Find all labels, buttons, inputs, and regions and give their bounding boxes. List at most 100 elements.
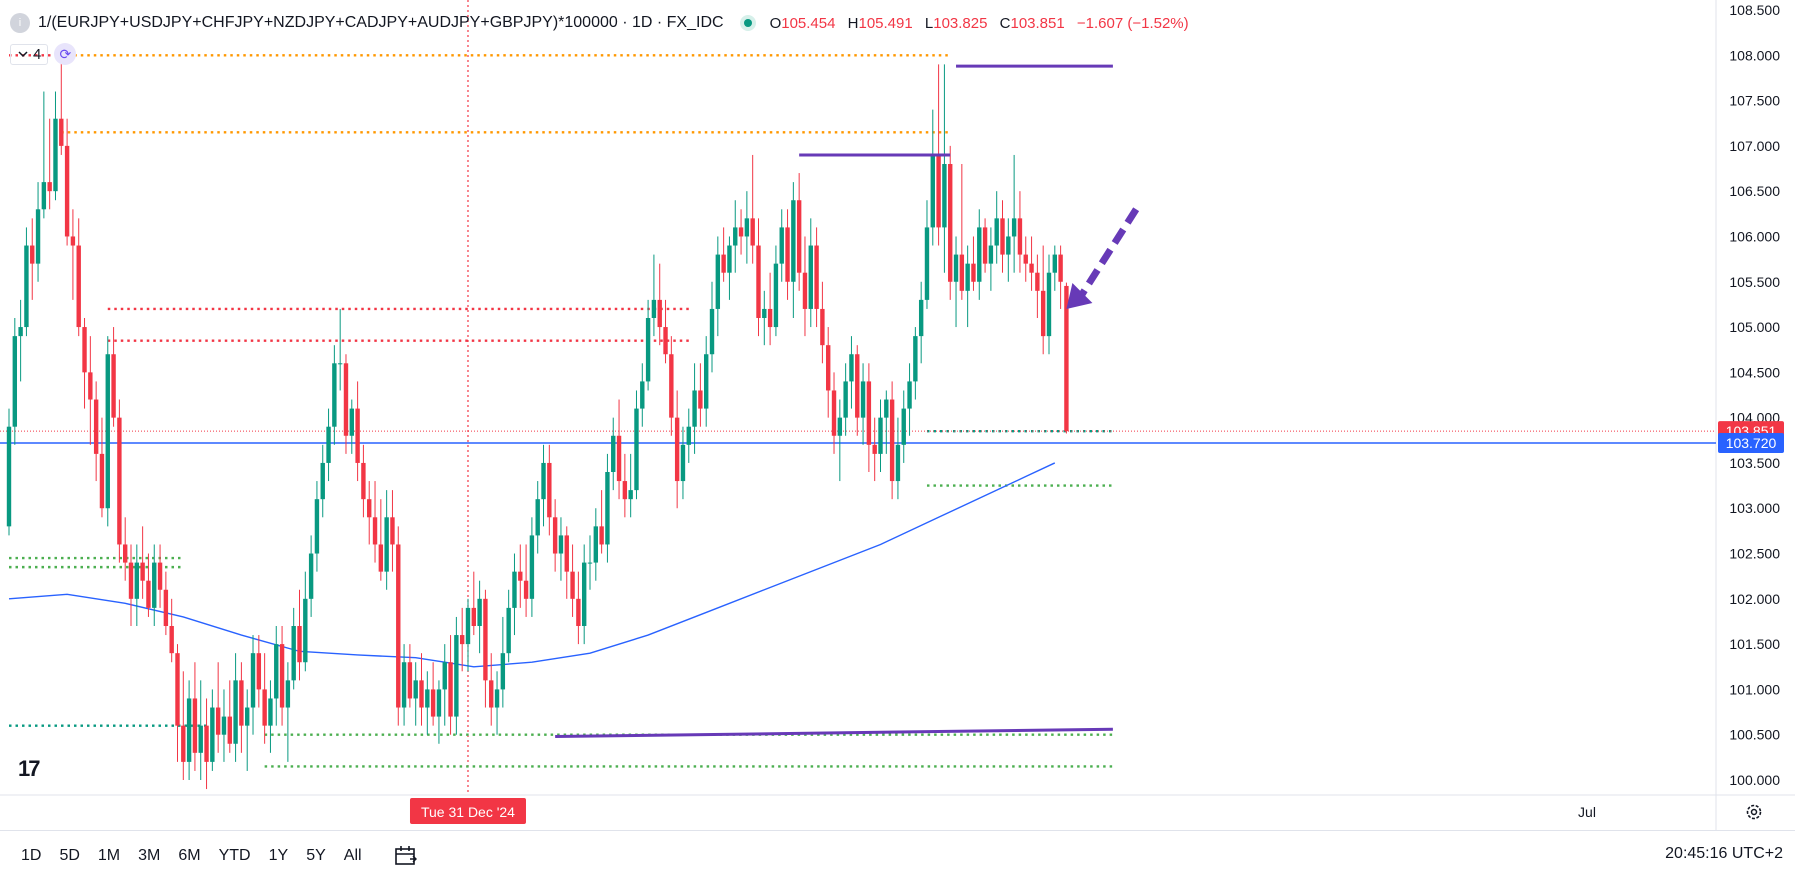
candle-body [361,462,366,500]
candle-body [390,517,395,545]
candle-body [454,635,459,717]
range-all[interactable]: All [343,847,362,864]
candle-body [157,562,163,590]
candle-body [262,689,267,726]
candle-body [965,263,970,291]
candle-body [959,254,965,291]
candle-body [942,164,947,228]
candle-body [53,118,58,192]
annotation-arrow-shaft [1077,207,1140,299]
candle-body [593,526,599,563]
symbol-info-icon[interactable]: i [10,13,30,33]
candle-body [123,544,128,563]
candle-body [814,245,819,309]
clock[interactable]: 20:45:16 UTC+2 [1665,845,1783,862]
refresh-icon[interactable]: ⟳ [54,43,77,65]
candle-body [285,680,291,708]
candle-body [494,689,500,708]
candle-body [535,499,540,536]
candle-body [994,218,999,246]
range-1d[interactable]: 1D [21,847,42,864]
candle-body [733,227,738,246]
close-value: 103.851 [1010,14,1065,32]
candle-body [163,589,169,626]
candle-body [367,499,372,518]
indicator-controls: 4 ⟳ [10,43,77,65]
annotation-arrow-head [1066,282,1093,309]
candle-body [18,327,23,337]
candle-body [837,417,843,436]
support-line [555,727,1113,739]
candle-body [274,644,279,699]
candle-body [489,680,494,708]
candle-body [448,662,453,717]
candle-body [471,607,476,626]
candle-body [320,462,325,500]
candle-body [698,390,703,409]
candle-body [430,689,436,717]
candle-body [337,363,343,365]
candle-body [506,607,511,654]
time-axis-label: Tue 31 Dec '24 [421,804,515,820]
candle-body [169,626,174,654]
candle-body [47,182,52,192]
candle-body [581,562,587,626]
candle-body [558,535,564,554]
candle-body [924,227,930,300]
settings-gear-icon[interactable] [1742,800,1766,824]
candle-body [576,598,581,626]
candle-body [616,435,622,482]
y-tick-label: 102.000 [1729,591,1780,607]
candle-body [111,354,116,418]
candle-body [117,417,122,545]
range-1y[interactable]: 1Y [268,847,289,864]
calendar-icon[interactable] [393,845,419,867]
range-5d[interactable]: 5D [59,847,80,864]
symbol-title[interactable]: 1/(EURJPY+USDJPY+CHFJPY+NZDJPY+CADJPY+AU… [38,14,724,31]
range-5y[interactable]: 5Y [306,847,326,864]
candle-body [401,662,407,708]
range-1m[interactable]: 1M [97,847,121,864]
candle-body [855,354,860,418]
candle-body [459,635,465,645]
indicators-toggle[interactable]: 4 [10,43,49,65]
candle-body [210,707,215,762]
candle-body [872,444,877,454]
candle-body [779,227,784,264]
candle-body [175,653,180,726]
candle-body [669,354,674,418]
candle-body [895,444,901,482]
candle-body [512,571,517,608]
y-tick-label: 108.000 [1729,47,1780,63]
range-ytd[interactable]: YTD [218,847,251,864]
candle-body [88,372,93,400]
candle-body [767,308,773,328]
candle-body [215,707,221,735]
candle-body [605,472,610,545]
candle-body [76,245,81,328]
candle-body [59,118,64,146]
candle-body [250,653,256,708]
candle-body [239,680,244,726]
candle-body [245,707,250,726]
tradingview-logo[interactable]: 17 [18,756,41,781]
y-tick-label: 102.500 [1729,546,1780,562]
candle-body [953,254,959,282]
y-tick-label: 101.500 [1729,636,1780,652]
candle-body [860,381,866,418]
candle-body [692,390,697,427]
candle-body [256,653,262,690]
candle-body [128,562,134,599]
candle-body [628,490,633,500]
range-6m[interactable]: 6M [178,847,201,864]
candle-body [744,218,750,237]
low-value: 103.825 [933,14,988,32]
candle-body [419,680,424,708]
range-3m[interactable]: 3M [138,847,161,864]
candle-body [901,408,906,445]
candle-body [884,399,889,418]
candle-body [332,363,337,427]
candle-body [913,336,918,382]
price-chart[interactable]: 100.000 100.500 101.000 101.500 102.000 102.5… [0,0,1795,830]
